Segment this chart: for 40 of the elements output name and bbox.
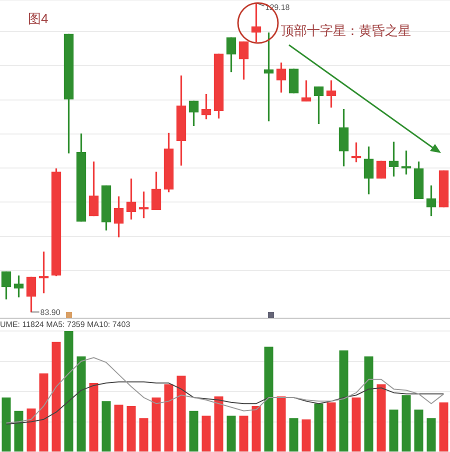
bar [389, 410, 398, 452]
bar [376, 384, 386, 452]
bar [226, 416, 236, 452]
bar [139, 418, 148, 452]
bar [202, 416, 211, 452]
bar [414, 410, 424, 452]
bar [264, 346, 274, 452]
bar [164, 384, 174, 452]
bar [2, 398, 11, 452]
bar [214, 396, 224, 452]
annotation: 83.90 [40, 308, 61, 318]
bar [52, 342, 61, 452]
bar [302, 419, 311, 452]
bar [14, 410, 24, 452]
bar [364, 356, 374, 452]
bar [89, 383, 98, 452]
bar [239, 416, 248, 452]
annotation: 顶部十字星：黄昏之星 [281, 22, 411, 40]
bar [152, 398, 161, 452]
bar [289, 418, 298, 452]
bar [252, 406, 261, 452]
bar [114, 404, 124, 452]
bar [39, 373, 48, 452]
bar [439, 402, 448, 452]
bar [276, 396, 286, 452]
bar [426, 418, 436, 452]
bar [76, 356, 86, 452]
bar [26, 408, 36, 452]
bar [102, 401, 111, 452]
bar [126, 406, 136, 452]
bar [402, 395, 411, 452]
chart-title: UME: 11824 MA5: 7359 MA10: 7403 [0, 320, 130, 329]
bar [314, 404, 324, 452]
bar [339, 350, 348, 452]
bar [326, 402, 336, 452]
bar [189, 410, 198, 452]
bar [352, 398, 361, 452]
bar [176, 376, 186, 452]
text: 图4 [28, 10, 48, 28]
bar [64, 331, 74, 452]
